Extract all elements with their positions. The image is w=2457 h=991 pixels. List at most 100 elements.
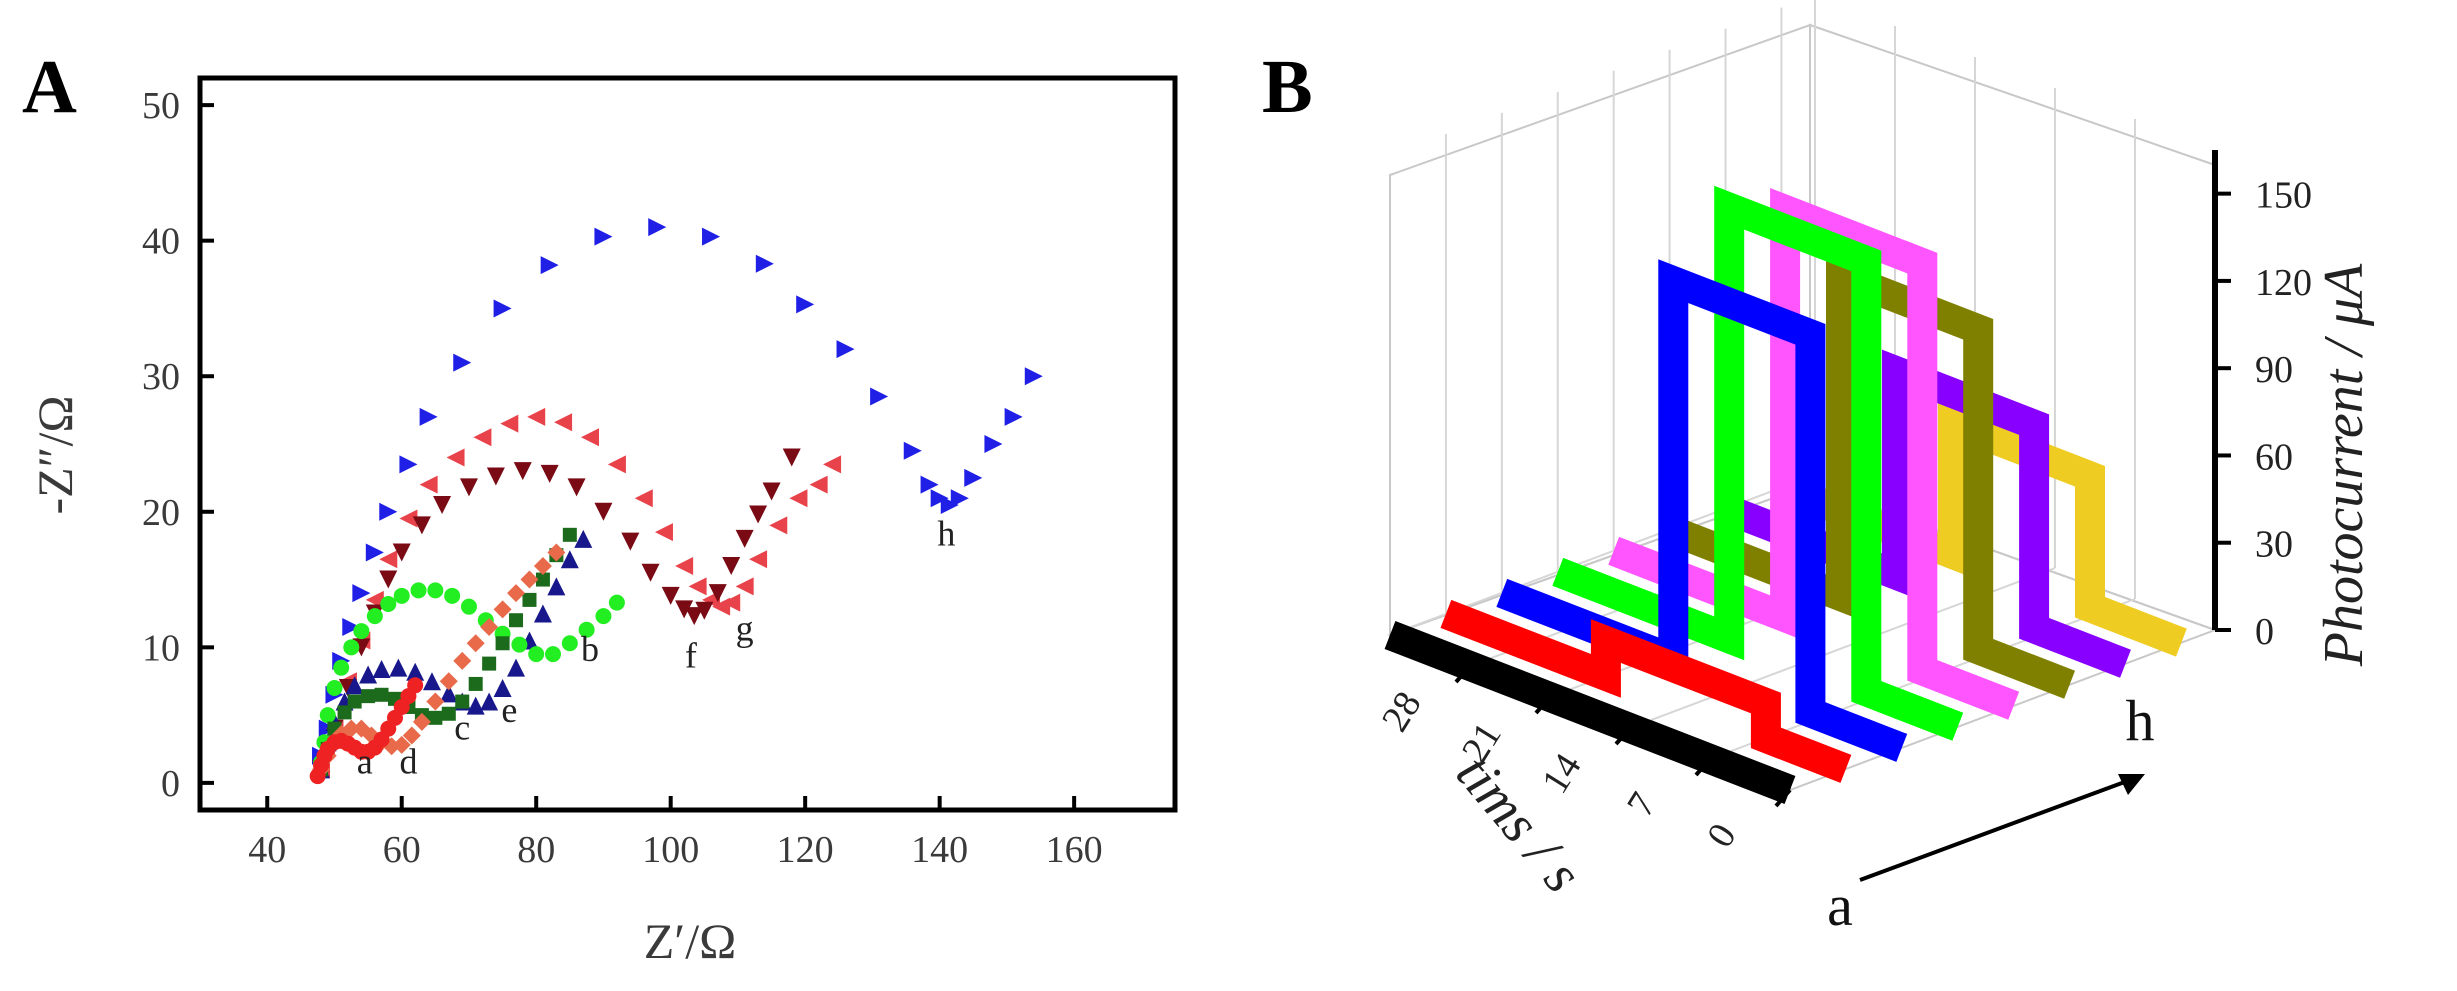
- series-g-point: [823, 455, 842, 474]
- series-h-point: [984, 435, 1003, 453]
- series-d-point: [466, 634, 485, 653]
- curve-label-b: b: [581, 629, 599, 669]
- series-f-point: [433, 496, 452, 514]
- series-d-point: [533, 557, 552, 575]
- series-b-point: [319, 707, 336, 724]
- series-d-point: [426, 692, 445, 711]
- series-b-point: [353, 623, 370, 640]
- series-e-point: [372, 660, 391, 679]
- photocurrent-tick-label: 30: [2255, 524, 2293, 566]
- series-c-point: [347, 694, 362, 709]
- series-h-point: [702, 227, 721, 246]
- series-g-point: [399, 509, 418, 528]
- series-g-point: [735, 577, 754, 596]
- series-c-point: [374, 687, 389, 702]
- x-tick-label: 160: [1046, 829, 1103, 871]
- series-b-point: [380, 595, 397, 612]
- series-g-point: [446, 448, 465, 467]
- series-h-point: [540, 256, 559, 275]
- series-d-point: [507, 584, 526, 603]
- series-d-point: [402, 726, 421, 745]
- series-d-point: [453, 651, 472, 670]
- series-b-point: [326, 680, 343, 696]
- series-g-point: [722, 593, 741, 612]
- y-tick-label: 50: [142, 85, 180, 127]
- series-b-point: [511, 636, 528, 653]
- series-e-point: [560, 550, 579, 569]
- x-axis-title: Z′/Ω: [644, 913, 737, 969]
- series-h-point: [1004, 407, 1023, 426]
- time-tick-mark: [1694, 757, 1712, 777]
- time-tick-mark: [1454, 664, 1472, 684]
- series-c-point: [562, 527, 577, 542]
- series-f-point: [762, 482, 781, 501]
- curve-label-d: d: [399, 741, 417, 781]
- series-c-point: [522, 592, 537, 607]
- series-axis-arrowhead: [2118, 774, 2145, 795]
- x-tick-label: 80: [517, 829, 555, 871]
- series-c-point: [361, 689, 376, 704]
- photocurrent-tick-label: 150: [2255, 175, 2312, 217]
- series-c-point: [428, 710, 443, 725]
- series-c-point: [337, 705, 352, 720]
- time-axis-line: [1389, 632, 1791, 793]
- series-f-point: [708, 584, 727, 603]
- series-h-point: [1024, 367, 1043, 386]
- series-d-point: [342, 719, 361, 738]
- series-d-point: [493, 600, 512, 619]
- series-h-point: [365, 543, 384, 562]
- series-f-point: [594, 502, 613, 521]
- series-h-point: [342, 618, 361, 636]
- series-h-point: [796, 295, 815, 314]
- y-tick-label: 30: [142, 356, 180, 398]
- time-tick-mark: [1614, 726, 1632, 746]
- series-f-point: [782, 448, 801, 467]
- series-d-point: [480, 618, 499, 636]
- series-b-point: [410, 582, 427, 599]
- x-tick-label: 100: [642, 829, 699, 871]
- series-axis-start-label: a: [1827, 873, 1853, 938]
- series-g-point: [365, 590, 384, 609]
- series-g-point: [769, 516, 788, 535]
- photocurrent-tick-label: 120: [2255, 262, 2312, 304]
- series-f-point: [513, 462, 532, 481]
- series-g-point: [634, 489, 653, 508]
- series-e-point: [533, 604, 552, 623]
- series-h-point: [352, 584, 371, 603]
- series-g-point: [527, 407, 546, 426]
- series-d-point: [412, 712, 431, 731]
- series-g-point: [473, 428, 492, 447]
- series-h-point: [964, 468, 983, 487]
- series-b-point: [333, 659, 350, 676]
- x-tick-label: 120: [777, 829, 834, 871]
- series-d-point: [392, 735, 411, 754]
- series-e-point: [547, 577, 566, 596]
- series-d-point: [547, 543, 566, 562]
- axis-ticks: 40 60 80 100 120 140 160 0 10 20 30 40 50: [142, 85, 1103, 871]
- series-e-point: [466, 696, 485, 715]
- curve-labels: h gf e b cda: [357, 514, 956, 782]
- series-g-point: [379, 550, 398, 569]
- series-f-point: [459, 478, 478, 497]
- series-g-point: [581, 428, 599, 447]
- series-h-point: [755, 254, 774, 273]
- curve-label-e: e: [501, 690, 517, 730]
- series-g-point: [654, 523, 673, 542]
- series-g-point: [500, 414, 519, 433]
- photocurrent-tick-label: 0: [2255, 611, 2274, 653]
- series-h-point: [950, 489, 969, 508]
- series-f-point: [641, 563, 660, 582]
- series-g-point: [607, 455, 626, 474]
- series-c-point: [482, 656, 497, 671]
- series-b-point: [366, 608, 383, 625]
- data-points: [309, 218, 1043, 785]
- series-c-point: [455, 694, 470, 709]
- series-h-point: [920, 475, 939, 494]
- series-f-point: [379, 570, 398, 589]
- series-f-point: [567, 478, 586, 497]
- series-e-point: [389, 658, 408, 677]
- curve-label-a: a: [357, 741, 373, 781]
- x-tick-label: 40: [248, 829, 286, 871]
- series-h-point: [940, 496, 959, 514]
- series-h-point: [594, 227, 613, 246]
